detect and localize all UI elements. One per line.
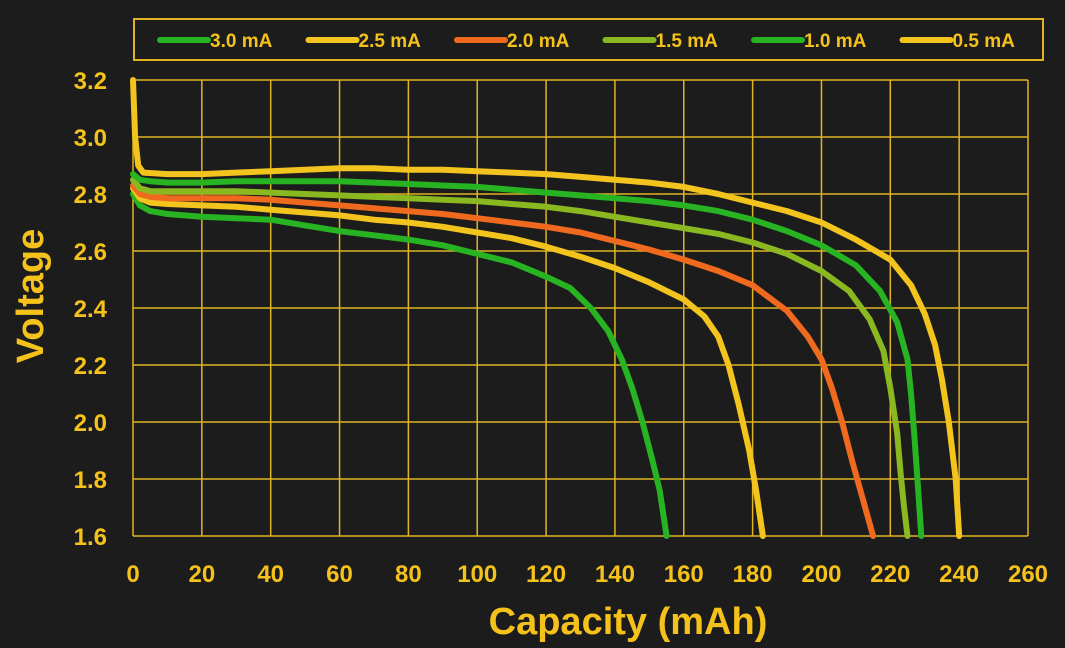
y-tick-label: 2.6 [74, 239, 107, 266]
series-line-2-0-mA [130, 182, 877, 539]
x-tick-label: 260 [1008, 561, 1048, 588]
x-tick-label: 120 [526, 561, 566, 588]
y-tick-label: 2.4 [74, 296, 108, 323]
x-tick-label: 20 [188, 561, 215, 588]
x-tick-label: 160 [664, 561, 704, 588]
legend-box [133, 18, 1044, 61]
series-line-0-5-mA [130, 77, 963, 539]
y-tick-label: 3.0 [74, 125, 107, 152]
y-tick-label: 3.2 [74, 68, 107, 95]
x-tick-label: 240 [939, 561, 979, 588]
y-tick-label: 2.0 [74, 410, 107, 437]
x-tick-label: 200 [801, 561, 841, 588]
x-tick-label: 0 [126, 561, 139, 588]
y-axis-title: Voltage [10, 229, 52, 363]
y-tick-label: 2.2 [74, 353, 107, 380]
x-tick-label: 180 [733, 561, 773, 588]
legend-label: 2.5 mA [359, 31, 422, 52]
legend-label: 3.0 mA [210, 31, 273, 52]
legend-label: 1.5 mA [656, 31, 719, 52]
x-axis-title: Capacity (mAh) [489, 601, 768, 643]
legend: 3.0 mA 2.5 mA 2.0 mA 1.5 mA 1.0 mA 0.5 mA [133, 18, 1044, 61]
y-tick-label: 2.8 [74, 182, 107, 209]
x-tick-label: 40 [257, 561, 284, 588]
series-line-2-5-mA [130, 185, 766, 539]
y-tick-labels: 1.6 1.8 2.0 2.2 2.4 2.6 2.8 3.0 3.2 [74, 68, 108, 551]
legend-label: 1.0 mA [804, 31, 867, 52]
grid-lines [132, 79, 1029, 537]
series-line-3-0-mA [130, 191, 670, 539]
legend-label: 2.0 mA [507, 31, 570, 52]
series-line-1-5-mA [130, 176, 911, 539]
x-tick-label: 220 [870, 561, 910, 588]
series-lines [130, 77, 963, 539]
legend-label: 0.5 mA [953, 31, 1016, 52]
series-line-1-0-mA [130, 171, 925, 539]
y-tick-label: 1.6 [74, 524, 107, 551]
x-tick-label: 140 [595, 561, 635, 588]
x-tick-labels: 0 20 40 60 80 100 120 140 160 180 200 220 240 260 [126, 561, 1048, 588]
x-tick-label: 60 [326, 561, 353, 588]
x-tick-label: 80 [395, 561, 422, 588]
y-tick-label: 1.8 [74, 467, 107, 494]
x-tick-label: 100 [457, 561, 497, 588]
